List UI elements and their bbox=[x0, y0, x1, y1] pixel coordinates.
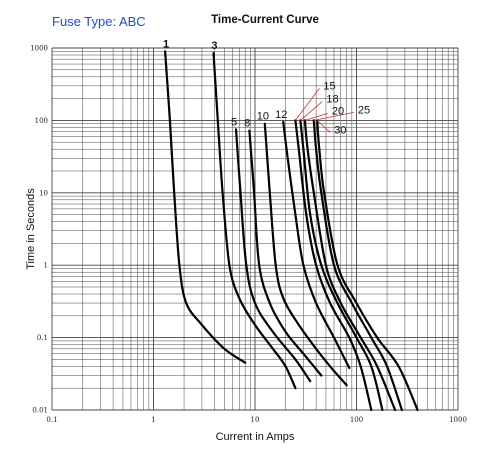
x-tick-label: 1000 bbox=[449, 416, 467, 424]
chart-grid bbox=[51, 47, 459, 411]
fuse-curve-25 bbox=[312, 119, 403, 412]
y-tick-label: 100 bbox=[35, 117, 48, 125]
x-axis-label: Current in Amps bbox=[216, 431, 295, 443]
y-tick-label: 10 bbox=[39, 189, 48, 197]
curve-label-8: 8 bbox=[244, 118, 250, 130]
fuse-curve-12 bbox=[282, 120, 351, 370]
leader-line-25 bbox=[313, 112, 354, 121]
curve-label-10: 10 bbox=[257, 111, 269, 123]
leader-line-15 bbox=[295, 88, 320, 121]
curve-label-18: 18 bbox=[326, 93, 338, 105]
fuse-curve-15 bbox=[294, 119, 373, 412]
curve-label-12: 12 bbox=[275, 109, 287, 121]
curve-label-25: 25 bbox=[358, 104, 370, 116]
x-tick-label: 10 bbox=[251, 416, 260, 424]
leader-line-30 bbox=[316, 120, 331, 133]
fuse-curve-20 bbox=[303, 119, 397, 412]
curve-label-30: 30 bbox=[334, 124, 346, 136]
curve-label-15: 15 bbox=[323, 80, 335, 92]
y-tick-label: 0.1 bbox=[37, 334, 48, 342]
chart-title: Time-Current Curve bbox=[211, 14, 319, 26]
fuse-curve-30 bbox=[316, 119, 419, 412]
leader-line-20 bbox=[304, 113, 328, 121]
fuse-curve-18 bbox=[299, 119, 384, 412]
leader-line-18 bbox=[300, 101, 323, 121]
y-tick-label: 1 bbox=[44, 262, 48, 270]
y-tick-label: 1000 bbox=[30, 45, 48, 53]
x-tick-label: 100 bbox=[350, 416, 363, 424]
curve-label-1: 1 bbox=[163, 38, 169, 50]
fuse-curve-10 bbox=[263, 122, 348, 387]
fuse-type-label: Fuse Type: ABC bbox=[52, 14, 146, 29]
fuse-curve-3 bbox=[212, 52, 297, 390]
x-tick-label: 1 bbox=[151, 416, 155, 424]
x-tick-label: 0.1 bbox=[46, 416, 57, 424]
fuse-curve-1 bbox=[164, 50, 247, 364]
fuse-curve-5 bbox=[234, 128, 312, 383]
y-tick-label: 0.01 bbox=[32, 407, 48, 415]
curve-label-20: 20 bbox=[332, 105, 344, 117]
y-axis-label: Time in Seconds bbox=[25, 188, 37, 270]
curve-label-3: 3 bbox=[211, 40, 217, 52]
fuse-curve-8 bbox=[248, 129, 323, 377]
fuse-curves bbox=[164, 50, 419, 412]
curve-label-5: 5 bbox=[231, 116, 237, 128]
